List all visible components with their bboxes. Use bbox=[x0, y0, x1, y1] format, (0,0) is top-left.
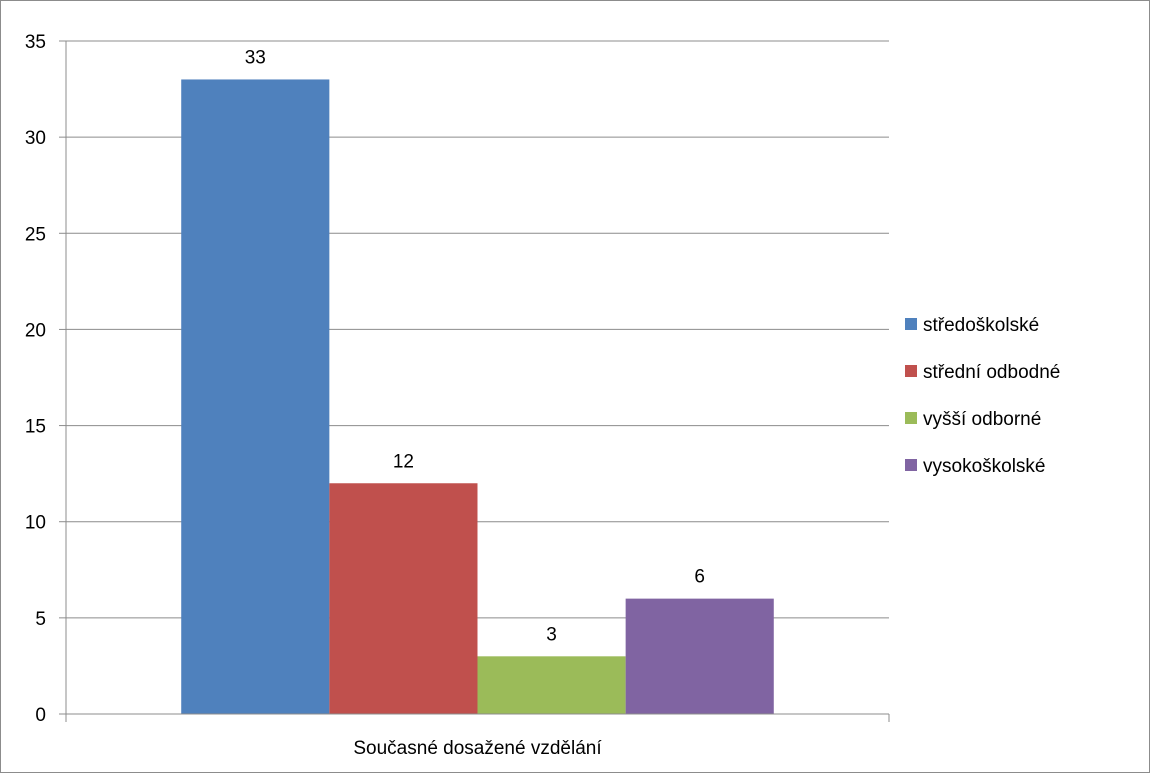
bar-3 bbox=[625, 598, 774, 714]
data-label-1: 12 bbox=[393, 451, 414, 472]
legend-label-2: vyšší odborné bbox=[923, 409, 1041, 430]
bar-1 bbox=[329, 483, 478, 714]
data-label-2: 3 bbox=[546, 624, 557, 645]
bars bbox=[181, 79, 774, 714]
data-label-3: 6 bbox=[694, 567, 705, 588]
bar-2 bbox=[477, 656, 626, 714]
bar-0 bbox=[181, 79, 330, 714]
legend-swatch-0 bbox=[905, 318, 917, 330]
legend-swatch-3 bbox=[905, 459, 917, 471]
y-tick-label-30: 30 bbox=[25, 128, 46, 149]
data-labels: 33 12 3 6 bbox=[245, 47, 705, 645]
y-axis-ticks: 0 5 10 15 20 25 30 35 bbox=[25, 32, 66, 726]
category-label-0: Současné dosažené vzdělání bbox=[353, 738, 602, 759]
legend-swatch-2 bbox=[905, 412, 917, 424]
legend-label-1: střední odbodné bbox=[923, 362, 1060, 383]
y-tick-label-0: 0 bbox=[35, 705, 46, 726]
legend-label-3: vysokoškolské bbox=[923, 456, 1046, 477]
y-tick-label-20: 20 bbox=[25, 320, 46, 341]
data-label-0: 33 bbox=[245, 47, 266, 68]
y-tick-label-5: 5 bbox=[35, 609, 46, 630]
legend-label-0: středoškolské bbox=[923, 315, 1039, 336]
y-tick-label-35: 35 bbox=[25, 32, 46, 53]
x-axis-ticks bbox=[65, 714, 890, 722]
y-tick-label-25: 25 bbox=[25, 224, 46, 245]
category-labels: Současné dosažené vzdělání bbox=[353, 738, 602, 759]
y-tick-label-15: 15 bbox=[25, 417, 46, 438]
legend-swatch-1 bbox=[905, 365, 917, 377]
legend: středoškolské střední odbodné vyšší odborn… bbox=[905, 315, 1060, 477]
y-tick-label-10: 10 bbox=[25, 513, 46, 534]
